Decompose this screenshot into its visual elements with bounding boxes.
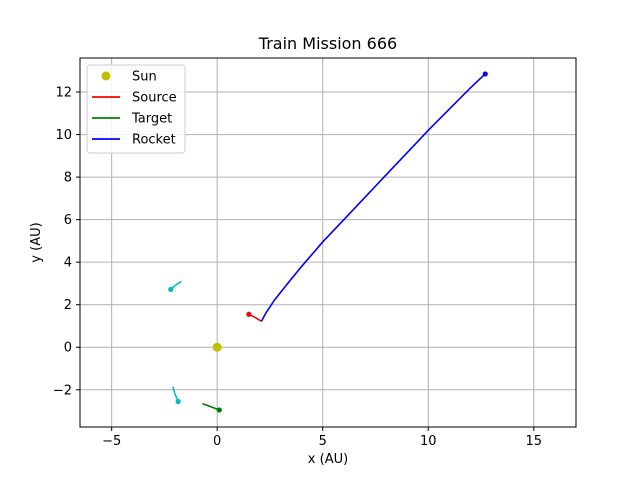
unnamed-5-end-point (175, 398, 181, 405)
source-end-point (246, 311, 252, 317)
x-tick-label: 10 (420, 434, 437, 449)
target-end-point (216, 407, 222, 413)
legend-box (86, 64, 186, 154)
series-layer (168, 71, 488, 413)
sun-marker (212, 342, 222, 352)
chart-title: Train Mission 666 (258, 34, 397, 53)
x-tick-label: 0 (213, 434, 221, 449)
y-tick-label: 12 (55, 86, 72, 101)
rocket-line (260, 73, 486, 322)
y-tick-label: 10 (55, 128, 72, 143)
x-tick-label: −5 (102, 434, 121, 449)
y-axis-label: y (AU) (29, 222, 44, 262)
y-tick-label: −2 (53, 383, 72, 398)
y-tick-label: 0 (64, 341, 72, 356)
ticks: −5 0 5 10 15 −2 0 2 4 6 8 10 12 (53, 86, 542, 449)
plot-frame (79, 57, 577, 428)
legend-rocket-label: Rocket (132, 133, 176, 148)
x-tick-label: 5 (319, 434, 327, 449)
x-tick-label: 15 (526, 434, 543, 449)
legend-sun-label: Sun (132, 70, 157, 85)
target-line (202, 402, 220, 411)
legend: Sun Source Target Rocket (86, 64, 186, 154)
y-tick-label: 4 (64, 256, 72, 271)
y-tick-label: 6 (64, 213, 72, 228)
y-tick-label: 2 (64, 298, 72, 313)
legend-target-label: Target (131, 112, 172, 127)
rocket-end-point (482, 71, 488, 77)
legend-source-label: Source (132, 91, 177, 106)
y-tick-label: 8 (64, 171, 72, 186)
unnamed-4-end-point (168, 286, 174, 292)
x-axis-label: x (AU) (308, 452, 348, 467)
unnamed-5-line (172, 386, 179, 402)
legend-sun-swatch (101, 71, 111, 81)
